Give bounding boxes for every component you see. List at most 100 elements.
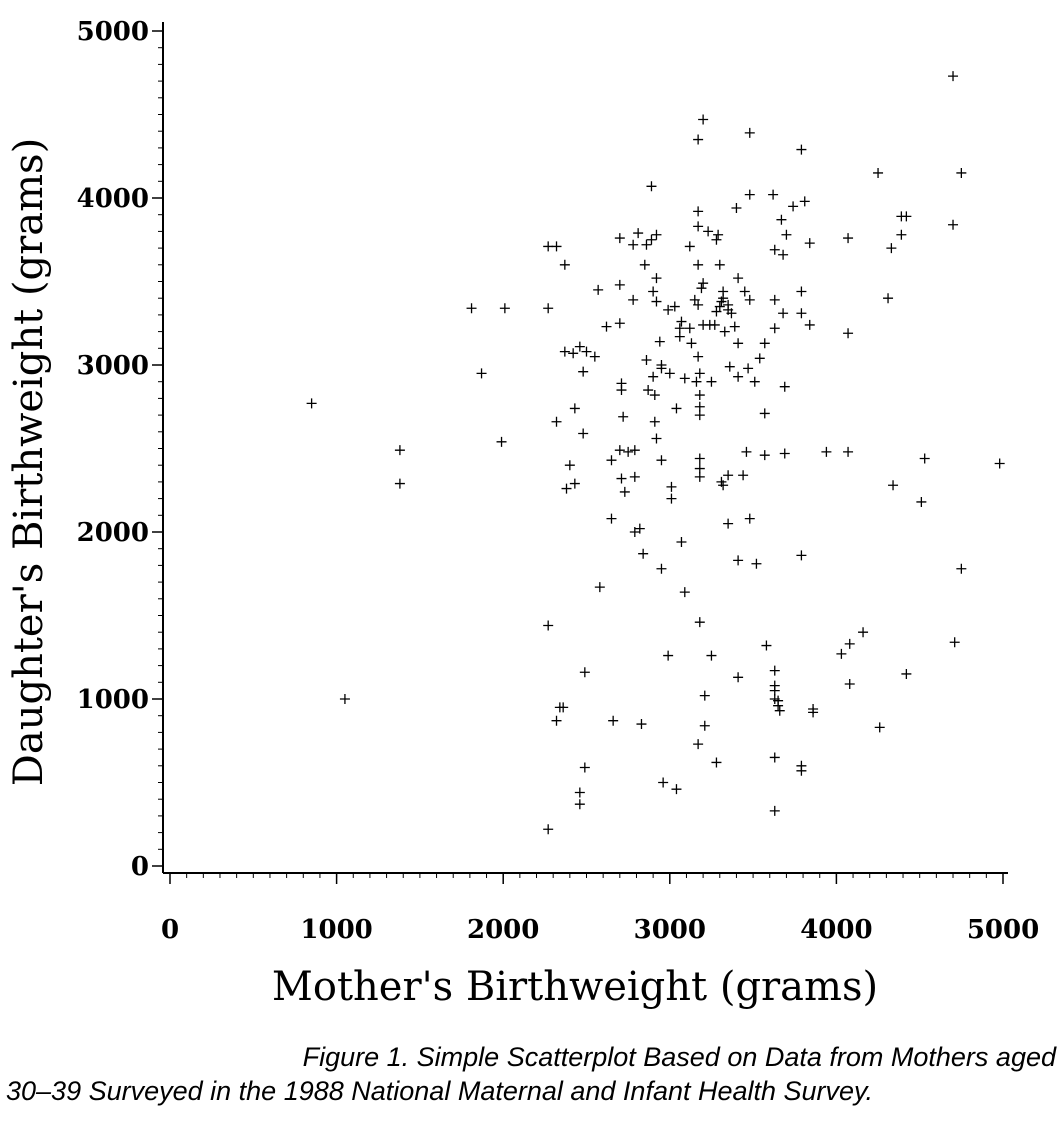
y-tick-labels: 0 1000 2000 3000 4000 5000	[77, 17, 149, 882]
data-point	[769, 685, 780, 696]
data-point	[574, 341, 585, 352]
data-point	[671, 403, 682, 414]
data-point	[616, 473, 627, 484]
data-point	[466, 303, 477, 314]
data-point	[769, 323, 780, 334]
data-point	[694, 390, 705, 401]
data-point	[619, 486, 630, 497]
data-point	[608, 715, 619, 726]
data-point	[693, 259, 704, 270]
data-point	[754, 353, 765, 364]
data-point	[629, 445, 640, 456]
data-point	[723, 518, 734, 529]
data-point	[676, 537, 687, 548]
data-point	[394, 445, 405, 456]
data-point	[744, 127, 755, 138]
data-point	[948, 219, 959, 230]
data-point	[693, 739, 704, 750]
data-point	[699, 720, 710, 731]
data-point	[698, 114, 709, 125]
data-point	[714, 259, 725, 270]
data-point	[628, 294, 639, 305]
data-point	[808, 707, 819, 718]
y-tick-label: 3000	[77, 351, 149, 381]
data-point	[761, 640, 772, 651]
data-point	[651, 273, 662, 284]
data-point	[843, 328, 854, 339]
data-point	[718, 480, 729, 491]
data-point	[569, 403, 580, 414]
data-point	[684, 323, 695, 334]
data-point	[666, 481, 677, 492]
data-point	[769, 244, 780, 255]
data-point	[614, 279, 625, 290]
data-point	[694, 463, 705, 474]
data-point	[711, 306, 722, 317]
data-point	[663, 650, 674, 661]
data-point	[496, 436, 507, 447]
data-point	[733, 555, 744, 566]
data-point	[551, 241, 562, 252]
major-ticks	[152, 30, 1004, 884]
data-point	[821, 446, 832, 457]
data-point	[778, 249, 789, 260]
data-point	[703, 226, 714, 237]
data-point	[726, 308, 737, 319]
y-tick-label: 0	[131, 852, 149, 882]
data-point	[724, 361, 735, 372]
data-point	[696, 283, 707, 294]
data-point	[656, 363, 667, 374]
data-point	[949, 637, 960, 648]
data-point	[543, 303, 554, 314]
data-point	[711, 757, 722, 768]
data-point	[956, 563, 967, 574]
data-point	[744, 513, 755, 524]
data-point	[651, 296, 662, 307]
x-tick-label: 2000	[467, 915, 539, 945]
data-point	[731, 203, 742, 214]
data-point	[699, 690, 710, 701]
data-point	[651, 433, 662, 444]
data-point	[641, 354, 652, 365]
data-point	[711, 234, 722, 245]
data-point	[543, 620, 554, 631]
x-tick-label: 4000	[800, 915, 872, 945]
data-point	[768, 189, 779, 200]
data-point	[948, 71, 959, 82]
data-point	[723, 470, 734, 481]
data-point	[623, 446, 634, 457]
data-point	[744, 294, 755, 305]
data-point	[693, 299, 704, 310]
y-axis-title: Daughter's Birthweight (grams)	[6, 138, 52, 786]
data-point	[883, 293, 894, 304]
data-point	[719, 326, 730, 337]
plot-axes	[162, 22, 1008, 874]
data-point	[886, 243, 897, 254]
data-point	[741, 446, 752, 457]
data-point	[674, 331, 685, 342]
figure-caption: Figure 1. Simple Scatterplot Based on Da…	[6, 1040, 1056, 1108]
data-point	[873, 167, 884, 178]
data-point	[614, 445, 625, 456]
data-point	[648, 371, 659, 382]
data-point	[706, 650, 717, 661]
data-point	[574, 799, 585, 810]
data-point	[796, 550, 807, 561]
data-point	[693, 206, 704, 217]
minor-ticks	[158, 30, 1004, 878]
data-point	[558, 702, 569, 713]
data-point	[796, 308, 807, 319]
y-tick-label: 2000	[77, 518, 149, 548]
x-tick-label: 1000	[300, 915, 372, 945]
data-point	[574, 787, 585, 798]
data-point	[618, 411, 629, 422]
data-point	[594, 582, 605, 593]
x-tick-label: 0	[161, 915, 179, 945]
data-point	[578, 366, 589, 377]
data-point	[994, 458, 1005, 469]
data-point	[693, 351, 704, 362]
y-tick-label: 5000	[77, 17, 149, 47]
data-point	[759, 338, 770, 349]
data-point	[638, 548, 649, 559]
data-point	[689, 294, 700, 305]
